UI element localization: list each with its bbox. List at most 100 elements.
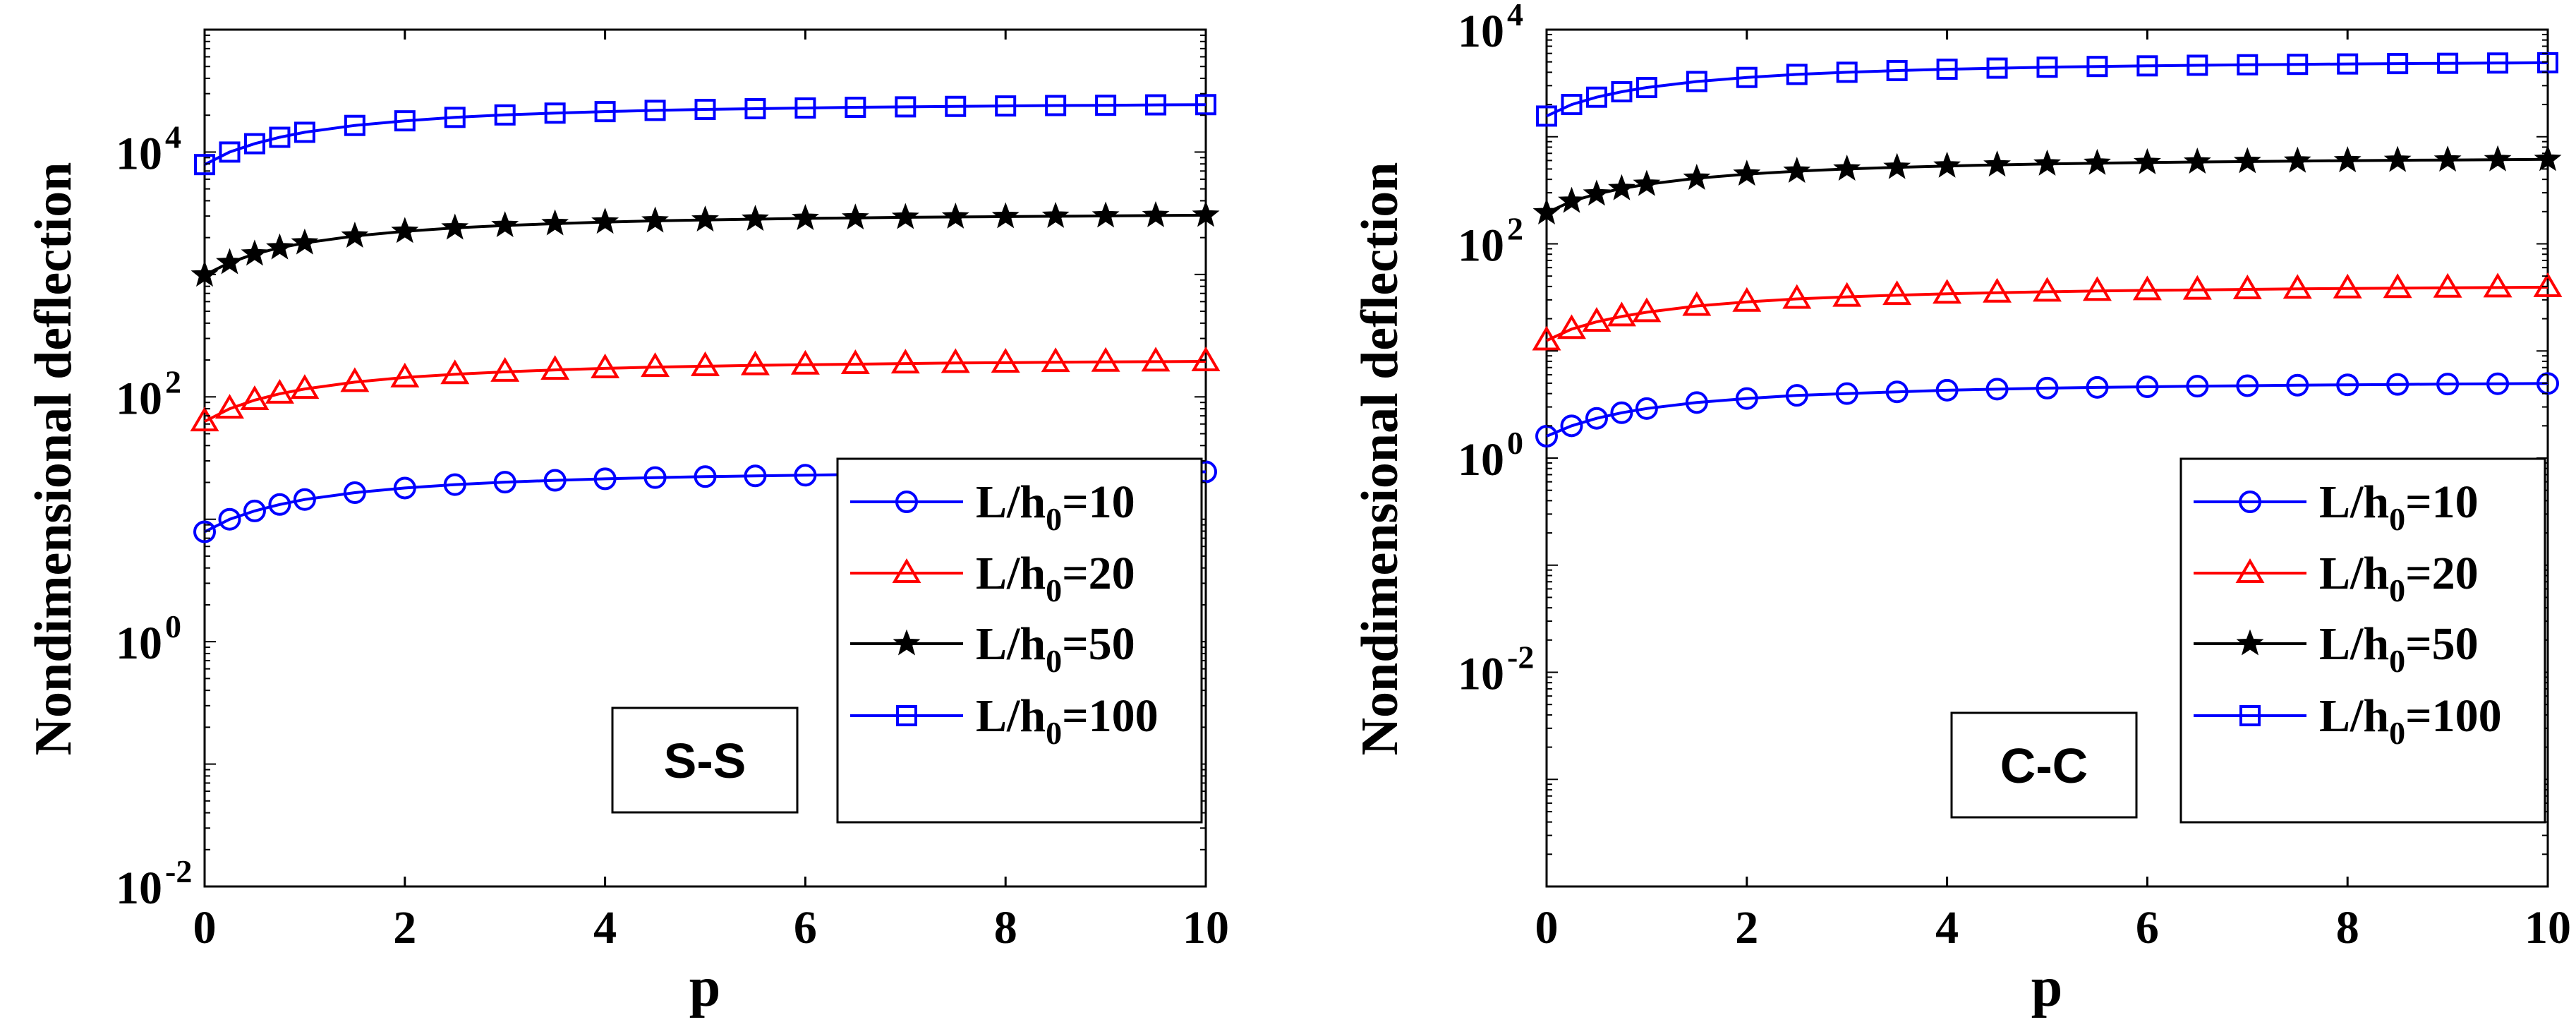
series-circle-marker-20	[2436, 373, 2460, 396]
series-square-marker-16	[895, 96, 917, 118]
series-circle-marker-4	[1635, 397, 1658, 420]
series-circle-marker-11	[1985, 378, 2009, 401]
series-triangle-marker-10	[1933, 279, 1962, 304]
series-circle-marker-5	[1685, 391, 1708, 414]
series-star-marker-18	[2333, 146, 2362, 173]
x-tick-label: 6	[2136, 902, 2159, 954]
annotation-box	[1950, 711, 2138, 819]
series-star-marker-9	[541, 209, 569, 236]
series-triangle-marker-18	[991, 347, 1020, 373]
series-circle-marker-6	[1735, 387, 1758, 410]
series-square-marker-19	[2387, 53, 2409, 75]
y-tick-label: 10	[1458, 649, 1504, 700]
series-square-marker-0	[1536, 105, 1557, 127]
series-triangle-marker-12	[691, 351, 720, 376]
series-square-marker-13	[2086, 56, 2108, 78]
series-square-marker-17	[945, 95, 967, 117]
series-circle-marker-2	[243, 499, 266, 522]
series-star-marker-16	[2233, 147, 2261, 174]
legend-circle-marker-0	[895, 491, 918, 513]
y-tick-label: 10	[116, 128, 162, 179]
series-circle-marker-12	[694, 465, 717, 488]
series-star-marker-6	[1733, 160, 1761, 186]
series-square-marker-21	[1145, 94, 1167, 116]
series-star-marker-21	[2484, 145, 2512, 172]
x-axis-ticks: 0 2 4 6 8 10	[193, 30, 1229, 954]
series-triangle-marker-16	[2232, 275, 2262, 299]
legend-entry: L/h0=10	[850, 476, 1135, 537]
boundary-annotation: C-C	[1950, 711, 2138, 819]
series-star-marker-17	[2283, 146, 2311, 173]
series-star-marker-5	[1683, 164, 1711, 191]
series-triangle-marker-22	[2533, 272, 2563, 297]
series-star-marker-13	[742, 205, 769, 232]
legend-square-marker-0	[896, 705, 917, 726]
series-triangle-marker-0	[1532, 325, 1561, 351]
legend-triangle-marker-0	[2235, 558, 2265, 583]
series-circle-marker-17	[2286, 373, 2309, 397]
series-triangle-marker-7	[1782, 284, 1812, 309]
series-circle-marker-4	[293, 488, 316, 511]
series-star-marker-4	[291, 228, 319, 255]
series-star-marker-7	[1783, 157, 1811, 184]
series-star-marker-10	[1933, 151, 1961, 178]
series-circle-marker-19	[2386, 373, 2409, 396]
x-axis-label: p	[2031, 956, 2063, 1018]
legend-label: L/h0=100	[976, 690, 1159, 751]
series-star-marker-22	[2534, 145, 2562, 172]
series-star-marker-7	[441, 213, 469, 240]
y-tick-label: 10	[116, 373, 162, 424]
x-tick-label: 2	[1735, 902, 1758, 954]
series-triangle-marker-18	[2333, 273, 2362, 299]
series-circle-marker-9	[543, 469, 567, 492]
series-square-marker-20	[2437, 52, 2459, 74]
y-tick-label: 10	[116, 862, 162, 914]
series-star-marker-21	[1142, 200, 1170, 227]
series-star-marker-8	[491, 211, 519, 238]
series-star-marker-11	[641, 206, 669, 233]
series-star-marker-9	[1883, 152, 1911, 179]
series-triangle-marker-4	[290, 374, 320, 399]
series-triangle-marker-5	[1682, 291, 1712, 316]
series-triangle-marker-19	[2383, 273, 2412, 299]
series-square-marker-14	[2136, 55, 2158, 77]
legend-star-marker-0	[2236, 629, 2264, 656]
series-square-marker-5	[344, 114, 365, 136]
series-circle-marker-0	[193, 520, 216, 543]
series-star-marker-5	[341, 221, 369, 248]
series-square-marker-6	[1736, 66, 1758, 88]
series-star-marker-20	[1092, 201, 1120, 228]
series-circle-marker-8	[493, 471, 516, 494]
series-triangle-marker-13	[740, 350, 770, 375]
series-markers	[1532, 52, 2563, 448]
series-star-marker-12	[691, 205, 719, 232]
y-tick-label: 10	[116, 618, 162, 669]
x-axis-label: p	[689, 956, 721, 1018]
series-circle-marker-13	[744, 464, 767, 488]
series-star-marker-16	[891, 203, 919, 229]
series-square-marker-18	[995, 95, 1017, 117]
series-star-marker-4	[1633, 169, 1661, 196]
y-tick-label: 10	[1458, 434, 1504, 486]
series-square-marker-4	[294, 121, 315, 143]
legend-entry: L/h0=20	[2194, 548, 2479, 608]
series-circle-marker-8	[1835, 382, 1858, 405]
series-triangle-marker-20	[2433, 272, 2462, 298]
y-tick-exponent: 4	[165, 119, 181, 155]
y-tick-exponent: 2	[165, 363, 181, 399]
series-square-marker-15	[845, 97, 866, 119]
series-square-marker-9	[1886, 59, 1908, 81]
series-star-marker-6	[391, 217, 419, 244]
series-circle-marker-6	[393, 476, 416, 500]
annotation-text: C-C	[2000, 738, 2088, 793]
legend-label: L/h0=50	[976, 618, 1135, 679]
series-square-marker-3	[269, 126, 291, 148]
series-star-marker-17	[941, 202, 969, 229]
series-square-marker-1	[219, 141, 241, 163]
series-triangle-marker-1	[214, 394, 244, 419]
series-triangle-marker-3	[1607, 301, 1636, 327]
